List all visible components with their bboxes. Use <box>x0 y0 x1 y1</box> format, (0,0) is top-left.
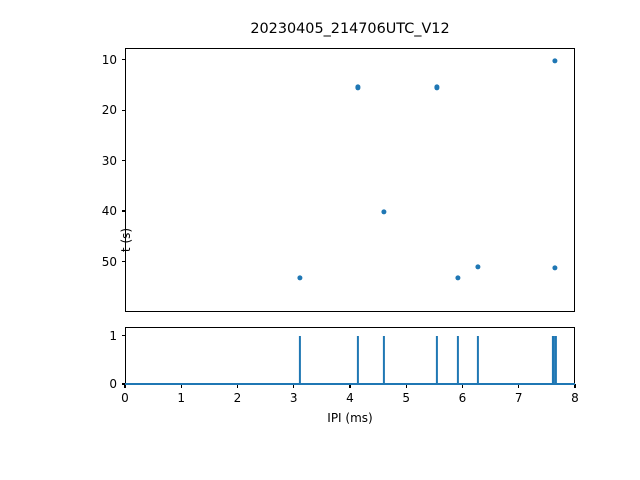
scatter-panel-ytick-label: 10 <box>101 52 117 67</box>
stem-panel-xtick <box>405 384 407 388</box>
stem-panel-frame <box>125 327 575 384</box>
stem-panel-xtick <box>461 384 464 388</box>
scatter-panel-ytick <box>121 160 125 162</box>
stem-panel-xtick-label: 0 <box>121 391 129 405</box>
scatter-panel-ylabel: t (s) <box>119 227 133 253</box>
stem-panel-xtick-label: 6 <box>458 391 467 405</box>
stem-panel-xlabel: IPI (ms) <box>327 411 373 425</box>
stem-panel-xtick <box>236 384 239 388</box>
stem-panel-ytick <box>121 383 125 385</box>
stem-panel-xtick <box>293 384 295 388</box>
scatter-panel-ytick <box>121 210 125 212</box>
scatter-panel-ytick-label: 50 <box>101 254 117 269</box>
stem-panel-xtick-label: 3 <box>289 391 298 405</box>
stem-panel-ytick-label: 1 <box>109 328 117 343</box>
stem-panel-ytick-label: 0 <box>109 377 117 391</box>
stem-panel-xtick-label: 1 <box>177 391 186 405</box>
scatter-panel-ytick-label: 20 <box>101 103 117 118</box>
scatter-panel-ytick <box>121 109 125 111</box>
stem-panel-xtick-label: 7 <box>514 391 523 405</box>
scatter-panel-ytick-label: 40 <box>101 204 117 219</box>
stem-panel-ytick <box>121 335 125 337</box>
scatter-panel-ytick-label: 30 <box>101 153 117 168</box>
stem-panel-xtick-label: 2 <box>233 391 242 405</box>
stem-panel-xtick <box>574 384 576 388</box>
stem-panel-xtick <box>518 384 520 388</box>
scatter-panel-ytick <box>121 59 125 61</box>
stem-panel-xtick <box>124 384 126 388</box>
stem-panel-xtick <box>180 384 182 388</box>
stem-panel-xtick-label: 8 <box>571 391 579 405</box>
scatter-panel-ytick <box>121 260 125 263</box>
stem-panel-xtick-label: 4 <box>346 391 354 405</box>
stem-panel-xtick <box>349 384 351 388</box>
page-title: 20230405_214706UTC_V12 <box>250 21 450 37</box>
scatter-panel-frame <box>125 48 575 312</box>
stem-panel-xtick-label: 5 <box>402 391 411 405</box>
